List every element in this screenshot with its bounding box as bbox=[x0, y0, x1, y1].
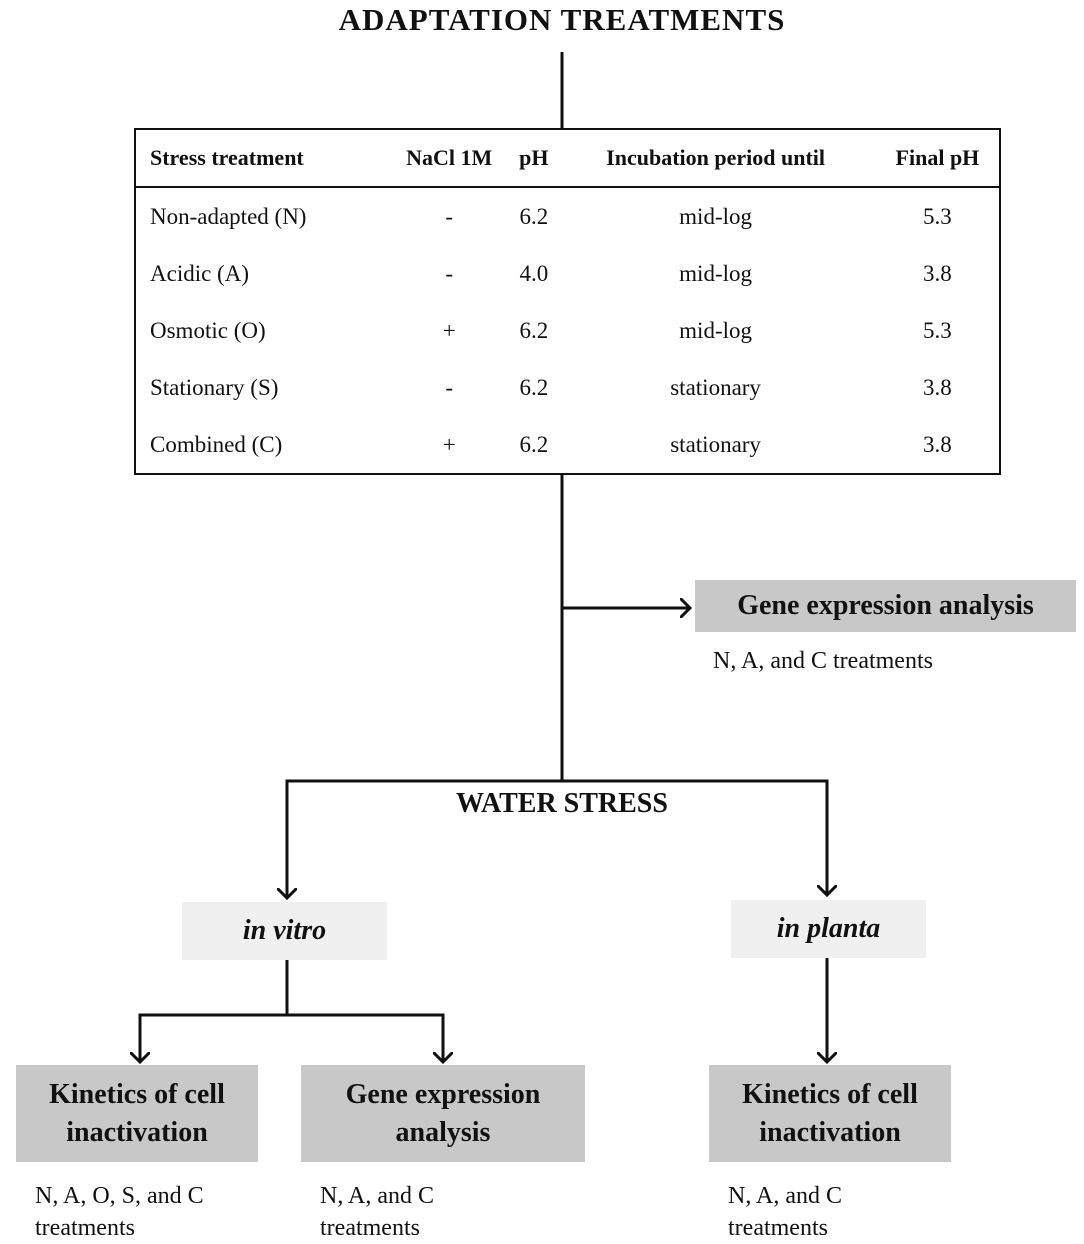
note: N, A, O, S, and C treatments bbox=[35, 1183, 204, 1241]
table-cell: + bbox=[442, 431, 456, 457]
title: ADAPTATION TREATMENTS bbox=[338, 2, 786, 37]
table-cell: 5.3 bbox=[923, 317, 952, 343]
table-cell: 6.2 bbox=[519, 374, 549, 400]
table-cell: 3.8 bbox=[923, 431, 952, 457]
table-cell: 5.3 bbox=[923, 203, 952, 229]
table-row: Stationary (S) - 6.2 stationary 3.8 bbox=[135, 359, 1000, 416]
kinetics-box: Kinetics of cell inactivation bbox=[16, 1065, 258, 1162]
gene-expression-box: Gene expression analysis bbox=[695, 580, 1076, 632]
table-cell: mid-log bbox=[679, 317, 753, 343]
treatment-table: Stress treatment NaCl 1M pH Incubation peri… bbox=[134, 128, 1001, 475]
table-cell: 6.2 bbox=[519, 431, 549, 457]
table-cell: 6.2 bbox=[519, 203, 549, 229]
table-cell: 3.8 bbox=[923, 374, 952, 400]
note: N, A, and C treatments bbox=[320, 1183, 434, 1241]
header-cell: Incubation period until bbox=[555, 129, 876, 188]
gene-expression-box: Gene expression analysis bbox=[301, 1065, 585, 1162]
header-cell: NaCl 1M bbox=[386, 129, 513, 188]
header-cell: Final pH bbox=[875, 129, 1000, 188]
table-cell: Combined (C) bbox=[150, 431, 283, 457]
note: N, A, and C treatments bbox=[713, 648, 933, 674]
header-row: Stress treatment NaCl 1M pH Incubation peri… bbox=[135, 129, 1000, 188]
water-stress-label: WATER STRESS bbox=[456, 788, 668, 819]
table-cell: stationary bbox=[670, 374, 761, 400]
table-cell: mid-log bbox=[679, 260, 753, 286]
table-row: Combined (C) +6.2 stationary 3.8 bbox=[135, 416, 1000, 474]
connector bbox=[138, 1013, 445, 1062]
table-cell: Stationary (S) bbox=[150, 374, 279, 400]
table-cell: Osmotic (O) bbox=[150, 317, 266, 343]
table-row: Acidic (A) - 4.0 mid-log 3.8 bbox=[135, 245, 1000, 302]
table-cell: Acidic (A) bbox=[150, 260, 249, 286]
header-cell: Stress treatment bbox=[135, 129, 387, 188]
kinetics-box: Kinetics of cell inactivation bbox=[709, 1065, 951, 1162]
table-cell: - bbox=[445, 374, 454, 400]
table-cell: mid-log bbox=[679, 203, 753, 229]
table-body: Non-adapted (N) - 6.2 mid-log 5.3 Acidic (A) -… bbox=[135, 187, 1000, 474]
table-cell: 6.2 bbox=[519, 317, 549, 343]
table-cell: Non-adapted (N) bbox=[150, 203, 307, 229]
table-cell: stationary bbox=[670, 431, 761, 457]
in-vitro-box: in vitro bbox=[182, 902, 387, 960]
table-cell: + bbox=[442, 317, 456, 343]
table-cell: - bbox=[445, 203, 454, 229]
table-cell: - bbox=[445, 260, 454, 286]
table-row: Osmotic (O) +6.2 mid-log 5.3 bbox=[135, 302, 1000, 359]
table-cell: 3.8 bbox=[923, 260, 952, 286]
header-cell: pH bbox=[512, 129, 556, 188]
table-row: Non-adapted (N) - 6.2 mid-log 5.3 bbox=[135, 187, 1000, 245]
in-planta-box: in planta bbox=[731, 900, 926, 958]
note: N, A, and C treatments bbox=[728, 1183, 842, 1241]
table-cell: 4.0 bbox=[519, 260, 549, 286]
